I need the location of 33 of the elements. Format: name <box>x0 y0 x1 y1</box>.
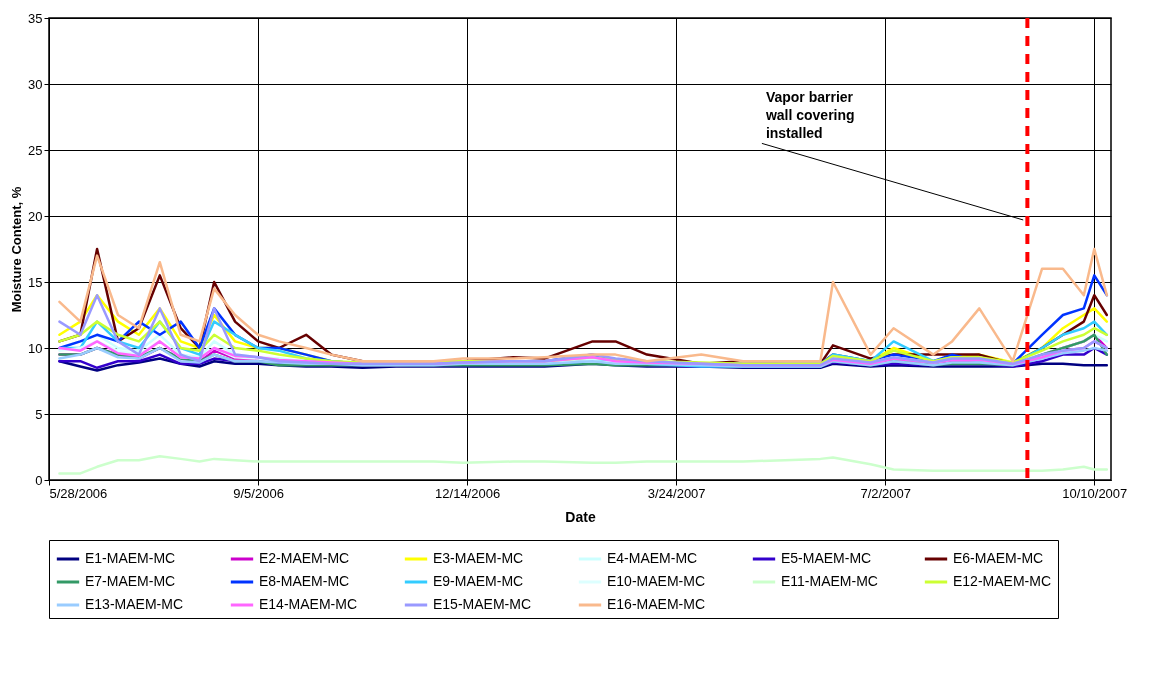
x-tick-label: 10/10/2007 <box>1062 485 1128 501</box>
legend-label: E4-MAEM-MC <box>607 550 698 566</box>
y-tick-label: 0 <box>35 472 43 488</box>
x-axis-title: Date <box>565 508 596 525</box>
y-tick-label: 15 <box>28 274 43 290</box>
y-tick-label: 35 <box>28 10 43 26</box>
annotation: Vapor barrier wall covering installed <box>764 89 855 142</box>
legend-label: E16-MAEM-MC <box>607 596 706 612</box>
x-tick-label: 12/14/2006 <box>435 485 501 501</box>
legend-label: E5-MAEM-MC <box>781 550 872 566</box>
legend-label: E9-MAEM-MC <box>433 573 524 589</box>
x-tick-label: 9/5/2006 <box>233 485 284 501</box>
x-tick-label: 5/28/2006 <box>49 485 108 501</box>
y-axis-title: Moisture Content, % <box>9 186 25 313</box>
legend-label: E12-MAEM-MC <box>953 573 1052 589</box>
legend-label: E2-MAEM-MC <box>259 550 350 566</box>
y-tick-label: 5 <box>35 406 43 422</box>
legend-label: E15-MAEM-MC <box>433 596 532 612</box>
legend-label: E13-MAEM-MC <box>85 596 184 612</box>
x-tick-label: 7/2/2007 <box>860 485 912 501</box>
legend-label: E1-MAEM-MC <box>85 550 176 566</box>
y-tick-label: 30 <box>28 76 43 92</box>
y-tick-label: 10 <box>28 340 43 356</box>
legend-label: E6-MAEM-MC <box>953 550 1044 566</box>
y-tick-label: 25 <box>28 142 43 158</box>
legend-label: E3-MAEM-MC <box>433 550 524 566</box>
legend-label: E7-MAEM-MC <box>85 573 176 589</box>
legend-label: E10-MAEM-MC <box>607 573 706 589</box>
y-tick-label: 20 <box>28 208 43 224</box>
x-tick-label: 3/24/2007 <box>647 485 706 501</box>
legend-label: E14-MAEM-MC <box>259 596 358 612</box>
legend-label: E8-MAEM-MC <box>259 573 350 589</box>
legend-label: E11-MAEM-MC <box>781 573 878 589</box>
